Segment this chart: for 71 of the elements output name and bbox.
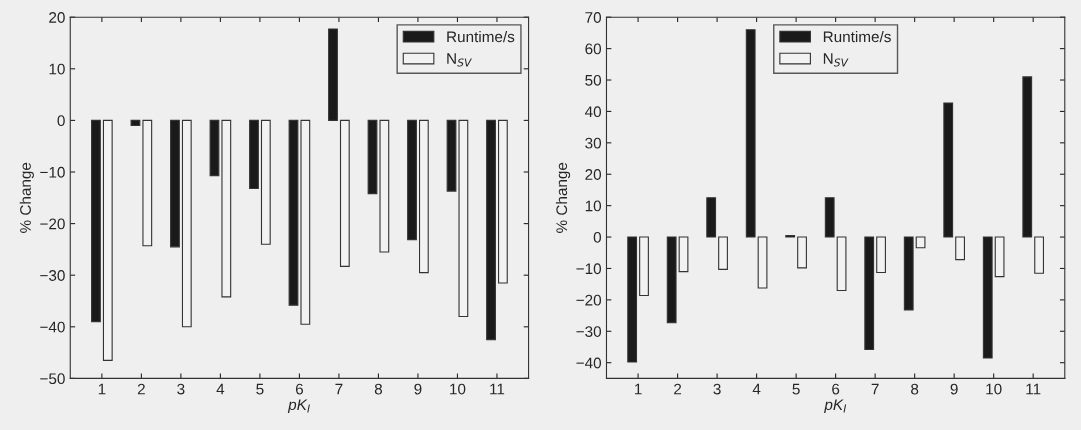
x-tick-label: 11 xyxy=(1026,383,1041,395)
y-tick-label: −10 xyxy=(576,263,602,275)
y-tick-label: −30 xyxy=(40,270,65,281)
y-axis-title: % Change xyxy=(19,162,34,233)
y-tick-label: 40 xyxy=(584,106,602,118)
bar xyxy=(836,236,847,292)
y-tick-label: −40 xyxy=(576,357,602,369)
x-tick-label: 4 xyxy=(216,383,225,395)
y-tick-label: −30 xyxy=(576,326,602,337)
bar xyxy=(1034,236,1045,274)
x-tick-label: 3 xyxy=(713,383,721,395)
x-tick-label: 5 xyxy=(792,383,800,395)
x-tick-label: 8 xyxy=(374,383,383,395)
bar xyxy=(639,236,649,297)
y-tick-label: 60 xyxy=(585,43,602,55)
bar xyxy=(982,236,993,359)
x-axis-title: pK$_{I}$ xyxy=(287,399,310,414)
bar xyxy=(994,236,1005,278)
x-axis-title: pK$_{I}$ xyxy=(824,399,847,414)
x-tick-label: 10 xyxy=(986,383,1002,395)
x-tick-label: 4 xyxy=(752,383,761,395)
y-tick-label: −20 xyxy=(576,294,602,306)
y-tick-label: 70 xyxy=(585,12,602,23)
x-tick-label: 2 xyxy=(137,383,145,395)
legend-label: Runtime/s xyxy=(447,30,515,43)
y-tick-label: 30 xyxy=(585,137,602,149)
y-tick-label: 10 xyxy=(49,63,65,75)
y-tick-label: −20 xyxy=(40,218,65,230)
x-tick-label: 7 xyxy=(335,383,343,395)
y-tick-label: −50 xyxy=(40,373,65,385)
bar xyxy=(757,236,768,289)
y-tick-label: −40 xyxy=(40,321,65,333)
y-tick-label: 50 xyxy=(585,74,602,86)
x-tick-label: 9 xyxy=(414,383,422,395)
bar xyxy=(718,236,728,270)
bar xyxy=(706,197,717,238)
legend-label: N$_{SV}$ xyxy=(447,53,472,67)
x-tick-label: 2 xyxy=(674,383,682,395)
x-tick-label: 9 xyxy=(950,383,958,395)
bar xyxy=(1022,76,1033,238)
x-tick-label: 10 xyxy=(450,383,466,395)
bar xyxy=(943,102,954,238)
x-tick-label: 8 xyxy=(911,383,919,395)
y-tick-label: 10 xyxy=(585,200,602,212)
bar xyxy=(876,236,886,274)
x-tick-label: 3 xyxy=(177,383,185,395)
x-tick-label: 1 xyxy=(635,383,642,395)
bar xyxy=(915,236,926,249)
bar xyxy=(627,236,638,363)
bar xyxy=(864,236,875,351)
x-tick-label: 1 xyxy=(98,383,106,395)
y-tick-label: 20 xyxy=(585,169,602,180)
bar xyxy=(824,197,835,238)
bar xyxy=(678,236,689,273)
bar xyxy=(955,236,965,261)
bar xyxy=(666,236,677,324)
x-tick-label: 7 xyxy=(871,383,879,395)
y-tick-label: 0 xyxy=(57,115,65,127)
y-tick-label: −10 xyxy=(40,166,65,178)
x-tick-label: 11 xyxy=(490,383,505,395)
legend-label: Runtime/s xyxy=(823,30,891,43)
y-axis-title: % Change xyxy=(555,162,571,233)
bar xyxy=(903,236,914,311)
x-tick-label: 6 xyxy=(295,383,303,395)
y-tick-label: 20 xyxy=(49,12,65,23)
bar xyxy=(745,29,756,238)
bar xyxy=(797,236,807,269)
legend-label: N$_{SV}$ xyxy=(823,53,849,67)
x-tick-label: 5 xyxy=(256,383,264,395)
x-tick-label: 6 xyxy=(832,383,840,395)
y-tick-label: 0 xyxy=(593,231,602,243)
